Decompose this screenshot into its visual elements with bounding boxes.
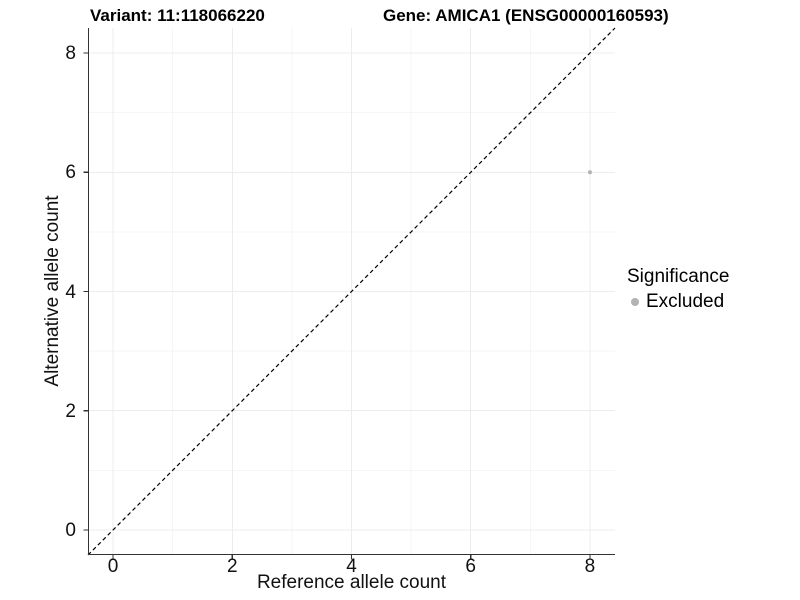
y-tick-label: 6 <box>65 162 76 184</box>
legend-entry-label: Excluded <box>646 291 725 312</box>
legend-title: Significance <box>627 266 730 287</box>
legend-entry: Excluded <box>627 291 729 313</box>
plot-panel <box>83 27 616 560</box>
y-tick-label: 0 <box>65 519 76 541</box>
identity-reference-line <box>87 27 616 556</box>
x-tick-label: 8 <box>584 556 596 577</box>
x-tick-label: 2 <box>226 556 238 577</box>
y-tick-label: 2 <box>65 400 76 422</box>
y-tick-label: 8 <box>65 43 76 65</box>
x-axis-title: Reference allele count <box>256 572 447 593</box>
y-axis-ticks: 0 2 4 6 8 <box>0 28 80 555</box>
x-tick-label: 4 <box>346 556 357 577</box>
plot-title-gene: Gene: AMICA1 (ENSG00000160593) <box>383 6 669 25</box>
plot-title-variant: Variant: 11:118066220 <box>90 6 265 25</box>
data-point <box>587 170 592 175</box>
x-axis-ticks: 0 2 4 6 8 <box>88 556 615 578</box>
x-tick-label: 6 <box>465 556 477 577</box>
plot-canvas <box>83 27 616 560</box>
legend: Significance Excluded <box>627 266 729 313</box>
legend-point-marker-icon <box>631 298 639 306</box>
x-tick-label: 0 <box>107 556 119 577</box>
y-tick-label: 4 <box>65 281 76 303</box>
